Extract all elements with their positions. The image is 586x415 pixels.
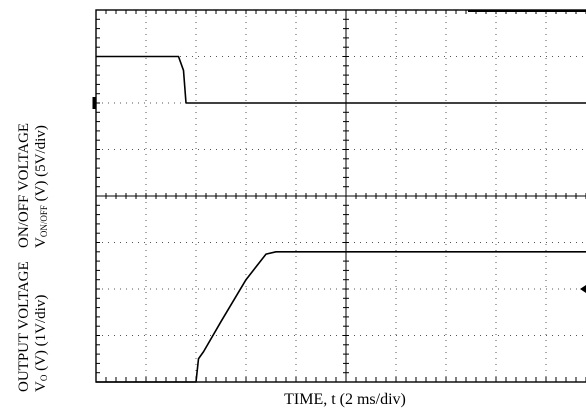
output-voltage-axis-label: OUTPUT VOLTAGE bbox=[16, 261, 32, 392]
edge-marks bbox=[92, 10, 586, 293]
on-off-scale: (V) (5V/div) bbox=[33, 125, 49, 206]
center-axes bbox=[96, 10, 586, 382]
x-axis-label: TIME, t (2 ms/div) bbox=[284, 391, 406, 408]
output-symbol: V bbox=[33, 381, 49, 392]
on-off-voltage-trace bbox=[96, 55, 586, 104]
traces bbox=[96, 55, 586, 383]
output-voltage-trace bbox=[96, 251, 586, 383]
on-off-voltage-axis-label: ON/OFF VOLTAGE bbox=[16, 122, 32, 248]
on-off-symbol: V bbox=[33, 237, 49, 248]
output-scale: (V) (1V/div) bbox=[33, 294, 49, 375]
output-subscript: O bbox=[39, 374, 49, 382]
output-voltage-axis-unit: VO (V) (1V/div) bbox=[33, 294, 49, 392]
on-off-subscript: ON/OFF bbox=[39, 205, 49, 238]
on-off-voltage-axis-unit: VON/OFF (V) (5V/div) bbox=[33, 125, 49, 248]
trigger-marker bbox=[580, 285, 586, 293]
